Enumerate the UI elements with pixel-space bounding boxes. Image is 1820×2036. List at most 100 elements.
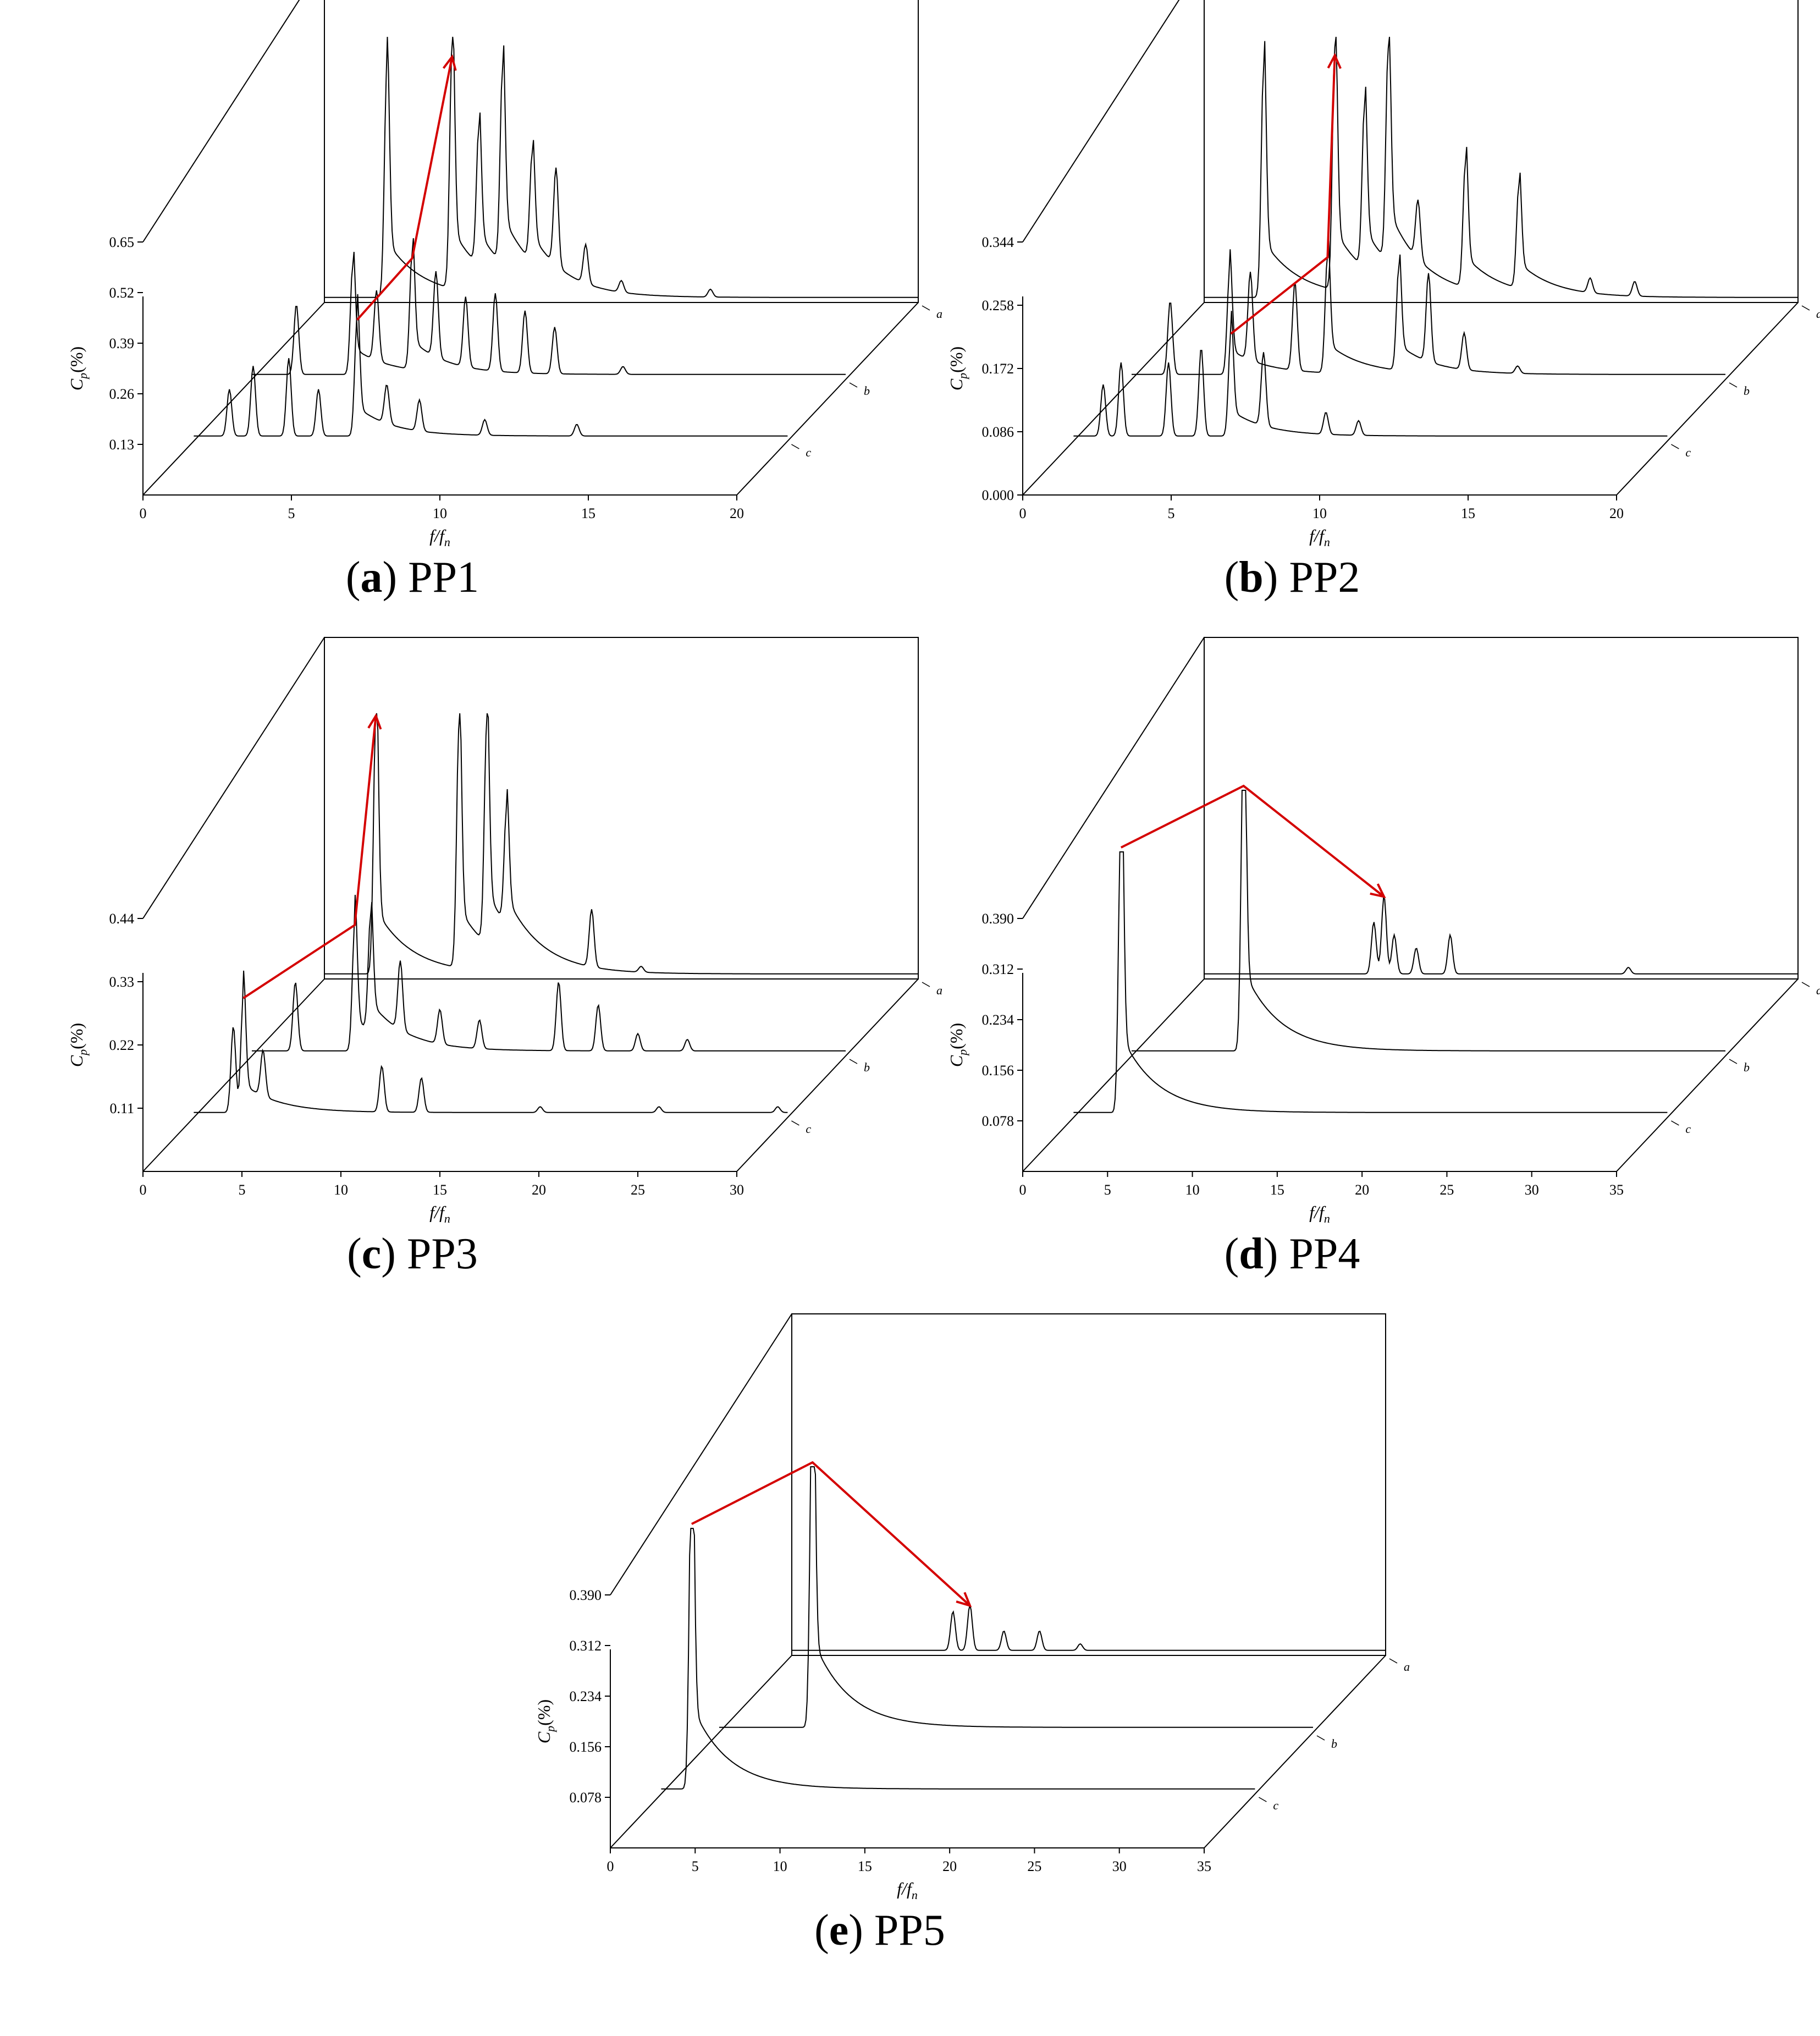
back-wall <box>1204 0 1799 303</box>
series-a-tick <box>922 305 930 311</box>
plot-pp4: 0 5 10 15 20 25 30 35 0.078 0.156 0.234 0.312 0.390 f… <box>946 637 1820 1225</box>
series-b-label: b <box>1744 384 1750 398</box>
y-tick-label: 0.11 <box>109 1100 134 1116</box>
chart-pp5: 0 5 10 15 20 25 30 35 0.078 0.156 0.234 0.312 0.390 f… <box>534 1313 1410 1902</box>
x-axis-title-sub: n <box>444 1212 450 1225</box>
top-left-edge <box>1022 637 1205 919</box>
plot-pp2: 0 5 10 15 20 0.000 0.086 0.172 0.258 0.344 f/fn Cp(… <box>946 0 1820 549</box>
panel-pp1: 0 5 10 15 20 0.13 0.26 0.39 0.52 0.65 f/fn Cp(%) a b c… <box>55 0 942 605</box>
x-axis-title-sub: n <box>444 535 450 549</box>
series-a-tick <box>1389 1658 1398 1664</box>
y-tick-label: 0.258 <box>982 298 1014 313</box>
series-a-tick <box>1801 982 1810 987</box>
series-b-label: b <box>1744 1060 1750 1074</box>
series-b-label: b <box>864 1060 870 1074</box>
x-axis-title: f/fn <box>897 1879 918 1902</box>
y-tick-label: 0.344 <box>982 234 1014 250</box>
y-tick-label: 0.52 <box>109 285 135 301</box>
back-wall <box>324 0 919 303</box>
plot-pp5: 0 5 10 15 20 25 30 35 0.078 0.156 0.234 0.312 0.390 f… <box>534 1313 1410 1902</box>
y-axis-title: Cp(%) <box>946 346 969 390</box>
top-left-edge <box>610 1313 792 1595</box>
x-tick-label: 0 <box>140 1182 147 1198</box>
x-tick-label: 20 <box>1355 1182 1369 1198</box>
chart-pp4: 0 5 10 15 20 25 30 35 0.078 0.156 0.234 0.312 0.390 f… <box>946 637 1820 1225</box>
series-c-label: c <box>806 445 811 459</box>
series-c-tick <box>1671 444 1679 449</box>
y-axis-title-unit: (%) <box>534 1699 554 1726</box>
trend-arrow-head <box>1370 883 1386 899</box>
caption-pp4: (d) PP4 <box>1224 1230 1360 1278</box>
x-tick-label: 10 <box>1312 505 1327 521</box>
depth-axis-left <box>142 978 325 1172</box>
series-a-label: a <box>936 307 942 321</box>
x-tick-label: 15 <box>858 1858 872 1874</box>
y-axis-title: Cp(%) <box>534 1699 557 1743</box>
x-tick-label: 5 <box>288 505 295 521</box>
y-axis-title-sub: p <box>76 1049 90 1056</box>
series-c-label: c <box>1273 1798 1278 1812</box>
y-tick-label: 0.234 <box>982 1012 1014 1028</box>
series-b-tick <box>1316 1735 1325 1741</box>
caption-pp2: (b) PP2 <box>1224 553 1360 602</box>
y-tick-label: 0.65 <box>109 234 135 250</box>
series-a-tick <box>1801 305 1810 311</box>
back-wall <box>791 1313 1386 1656</box>
trend-arrow <box>1120 784 1385 898</box>
depth-axis-left <box>610 1655 792 1848</box>
y-tick-label: 0.234 <box>570 1688 602 1704</box>
series-a-line <box>1204 896 1798 975</box>
trend-arrow-head <box>442 54 457 71</box>
series-c-line <box>1073 851 1668 1113</box>
depth-axis-right <box>736 302 919 496</box>
top-left-edge <box>142 0 300 243</box>
trend-arrow <box>242 716 377 999</box>
x-tick-label: 25 <box>631 1182 645 1198</box>
x-tick-label: 0 <box>1019 505 1027 521</box>
y-tick-label: 0.22 <box>109 1037 135 1053</box>
depth-axis-right <box>1204 1655 1386 1848</box>
y-axis-title: Cp(%) <box>946 1023 969 1067</box>
series-a-label: a <box>1816 307 1820 321</box>
x-tick-label: 10 <box>433 505 447 521</box>
series-b-line <box>1132 790 1725 1052</box>
y-tick-label: 0.33 <box>109 974 135 990</box>
x-tick-label: 15 <box>1461 505 1475 521</box>
y-tick-label: 0.39 <box>109 335 135 351</box>
y-tick-label: 0.312 <box>982 961 1014 977</box>
x-tick-label: 20 <box>942 1858 957 1874</box>
series-b-line <box>252 895 846 1052</box>
panel-pp4: 0 5 10 15 20 25 30 35 0.078 0.156 0.234 0.312 0.390 f… <box>935 637 1820 1281</box>
y-tick-label: 0.13 <box>109 437 135 453</box>
y-tick-label: 0.26 <box>109 386 135 402</box>
depth-axis-left <box>142 302 325 496</box>
series-c-line <box>1073 311 1668 437</box>
x-axis-title: f/fn <box>429 1202 450 1225</box>
series-a-line <box>324 713 918 975</box>
x-tick-label: 25 <box>1440 1182 1454 1198</box>
series-c-label: c <box>1685 1122 1691 1136</box>
x-tick-label: 20 <box>730 505 744 521</box>
y-axis-title-unit: (%) <box>67 346 86 373</box>
caption-pp3: (c) PP3 <box>347 1230 478 1278</box>
chart-pp3: 0 5 10 15 20 25 30 0.11 0.22 0.33 0.44 f/fn Cp(%) a b c <box>67 637 942 1225</box>
panel-pp2: 0 5 10 15 20 0.000 0.086 0.172 0.258 0.344 f/fn Cp(… <box>935 0 1820 605</box>
series-c-line <box>661 1528 1255 1790</box>
x-tick-label: 30 <box>1112 1858 1127 1874</box>
y-tick-label: 0.000 <box>982 487 1014 503</box>
x-tick-label: 15 <box>581 505 595 521</box>
series-a-line <box>324 36 918 298</box>
x-tick-label: 5 <box>692 1858 699 1874</box>
y-tick-label: 0.390 <box>982 911 1014 927</box>
series-b-tick <box>849 382 858 388</box>
series-b-line <box>719 1466 1313 1728</box>
y-tick-label: 0.078 <box>982 1113 1014 1129</box>
series-b-label: b <box>864 384 870 398</box>
series-b-line <box>1132 240 1725 375</box>
series-b-tick <box>1729 1059 1738 1064</box>
y-axis-title-sub: p <box>956 1049 969 1056</box>
series-a-label: a <box>1816 983 1820 997</box>
top-left-edge <box>1022 0 1180 243</box>
y-axis-title-unit: (%) <box>67 1023 86 1049</box>
x-axis-title: f/fn <box>1309 1202 1330 1225</box>
